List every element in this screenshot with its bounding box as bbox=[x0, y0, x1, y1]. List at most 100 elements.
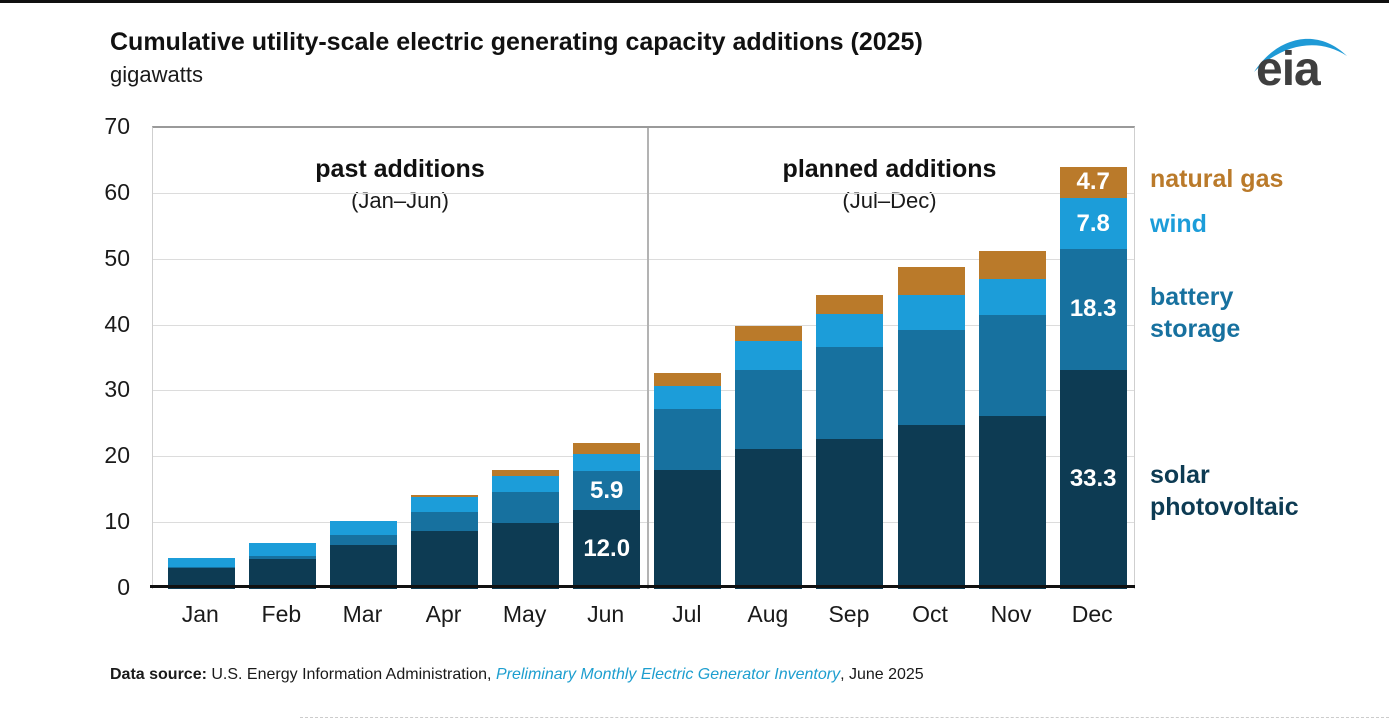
bar-segment-natural-gas bbox=[654, 373, 722, 386]
bar-segment-battery-storage bbox=[492, 491, 560, 524]
bar-segment-solar-photovoltaic bbox=[897, 425, 965, 589]
bar-value-label: 12.0 bbox=[583, 535, 631, 563]
bar-sep bbox=[816, 128, 884, 589]
bar-oct bbox=[897, 128, 965, 589]
bar-segment-natural-gas bbox=[735, 325, 803, 341]
bar-jun: 12.0 5.9 bbox=[573, 128, 641, 589]
bar-segment-battery-storage bbox=[735, 369, 803, 450]
eia-logo-text: eia bbox=[1256, 43, 1321, 96]
y-axis-tick-label: 50 bbox=[104, 244, 130, 271]
data-source-suffix: , June 2025 bbox=[840, 666, 924, 683]
bar-segment-battery-storage bbox=[654, 409, 722, 470]
bar-segment-wind bbox=[816, 314, 884, 348]
x-axis-label-nov: Nov bbox=[990, 601, 1032, 627]
bar-segment-natural-gas bbox=[492, 470, 560, 477]
bar-segment-solar-photovoltaic bbox=[329, 544, 397, 589]
bar-aug bbox=[735, 128, 803, 589]
y-axis-tick-label: 60 bbox=[104, 178, 130, 205]
bar-segment-battery-storage bbox=[167, 566, 235, 568]
chart-title: Cumulative utility-scale electric genera… bbox=[110, 28, 923, 56]
bar-segment-solar-photovoltaic bbox=[735, 449, 803, 589]
bar-segment-wind bbox=[654, 385, 722, 410]
bar-mar bbox=[329, 128, 397, 589]
bar-segment-wind bbox=[573, 454, 641, 472]
data-source-note: Data source: U.S. Energy Information Adm… bbox=[110, 666, 924, 684]
bar-segment-battery-storage: 18.3 bbox=[1059, 249, 1127, 370]
bar-segment-natural-gas bbox=[897, 266, 965, 295]
y-axis-tick-label: 40 bbox=[104, 310, 130, 337]
past-additions-label: past additions bbox=[315, 155, 485, 183]
bar-value-label: 4.7 bbox=[1076, 168, 1110, 196]
bar-jul bbox=[654, 128, 722, 589]
data-source-label: Data source: bbox=[110, 666, 207, 683]
bar-value-label: 33.3 bbox=[1069, 465, 1117, 493]
bar-segment-wind bbox=[167, 558, 235, 567]
legend-natural-gas: natural gas bbox=[1150, 165, 1284, 193]
section-label-past: past additions (Jan–Jun) bbox=[153, 154, 647, 215]
y-axis: 0 10 20 30 40 50 60 70 bbox=[80, 113, 140, 600]
bar-segment-solar-photovoltaic bbox=[248, 558, 316, 589]
bar-segment-battery-storage bbox=[816, 347, 884, 439]
legend-battery-storage: battery storage bbox=[1150, 283, 1241, 343]
x-axis-baseline bbox=[150, 585, 1135, 588]
bar-value-label: 5.9 bbox=[590, 476, 624, 504]
bar-segment-battery-storage bbox=[978, 315, 1046, 416]
y-axis-tick-label: 20 bbox=[104, 442, 130, 469]
bar-segment-wind: 7.8 bbox=[1059, 197, 1127, 250]
bar-segment-wind bbox=[248, 542, 316, 557]
bar-segment-battery-storage bbox=[897, 329, 965, 426]
x-axis-label-aug: Aug bbox=[747, 601, 789, 627]
past-additions-range: (Jan–Jun) bbox=[351, 188, 449, 213]
data-source-link[interactable]: Preliminary Monthly Electric Generator I… bbox=[495, 666, 841, 683]
x-axis-label-jan: Jan bbox=[181, 601, 219, 627]
top-border bbox=[0, 0, 1389, 3]
bar-segment-wind bbox=[978, 279, 1046, 316]
planned-additions-label: planned additions bbox=[782, 155, 997, 183]
bar-jan bbox=[167, 128, 235, 589]
bar-segment-natural-gas bbox=[978, 250, 1046, 280]
y-axis-tick-label: 10 bbox=[104, 508, 130, 535]
bar-segment-solar-photovoltaic bbox=[978, 415, 1046, 589]
bar-segment-solar-photovoltaic bbox=[492, 523, 560, 589]
x-axis-label-jun: Jun bbox=[587, 601, 625, 627]
x-axis-label-sep: Sep bbox=[828, 601, 870, 627]
planned-additions-range: (Jul–Dec) bbox=[842, 188, 937, 213]
bar-segment-wind bbox=[735, 340, 803, 370]
legend-wind: wind bbox=[1150, 210, 1207, 238]
gridline bbox=[153, 456, 1134, 458]
bar-segment-solar-photovoltaic: 33.3 bbox=[1059, 369, 1127, 589]
bar-segment-solar-photovoltaic bbox=[411, 531, 479, 589]
eia-logo: eia bbox=[1250, 30, 1350, 102]
legend-solar-photovoltaic: solar photovoltaic bbox=[1150, 461, 1299, 521]
gridline bbox=[153, 192, 1134, 194]
x-axis-label-apr: Apr bbox=[425, 601, 462, 627]
x-axis-label-dec: Dec bbox=[1071, 601, 1113, 627]
x-axis-label-oct: Oct bbox=[912, 601, 948, 627]
x-axis-label-may: May bbox=[502, 601, 547, 627]
section-label-planned: planned additions (Jul–Dec) bbox=[647, 154, 1132, 215]
bar-dec: 33.3 18.3 7.8 4.7 bbox=[1059, 128, 1127, 589]
bar-segment-wind bbox=[897, 294, 965, 330]
bar-segment-wind bbox=[329, 521, 397, 535]
bar-segment-wind bbox=[411, 496, 479, 512]
gridline bbox=[153, 258, 1134, 260]
bar-segment-solar-photovoltaic bbox=[654, 469, 722, 589]
section-divider bbox=[647, 128, 649, 589]
bar-segment-wind bbox=[492, 476, 560, 492]
bar-nov bbox=[978, 128, 1046, 589]
plot-area: past additions (Jan–Jun) planned additio… bbox=[152, 126, 1135, 589]
chart-units-label: gigawatts bbox=[110, 62, 203, 87]
data-source-text: U.S. Energy Information Administration, bbox=[206, 666, 496, 683]
bar-segment-natural-gas: 4.7 bbox=[1059, 166, 1127, 198]
gridline bbox=[153, 324, 1134, 326]
gridline bbox=[153, 522, 1134, 524]
bar-segment-battery-storage: 5.9 bbox=[573, 471, 641, 510]
gridline bbox=[153, 390, 1134, 392]
bar-segment-natural-gas bbox=[573, 442, 641, 454]
bar-segment-natural-gas bbox=[411, 494, 479, 497]
y-axis-tick-label: 0 bbox=[117, 574, 130, 600]
bar-segment-natural-gas bbox=[816, 294, 884, 315]
bar-segment-battery-storage bbox=[248, 556, 316, 559]
eia-swoosh-icon bbox=[1254, 38, 1347, 72]
